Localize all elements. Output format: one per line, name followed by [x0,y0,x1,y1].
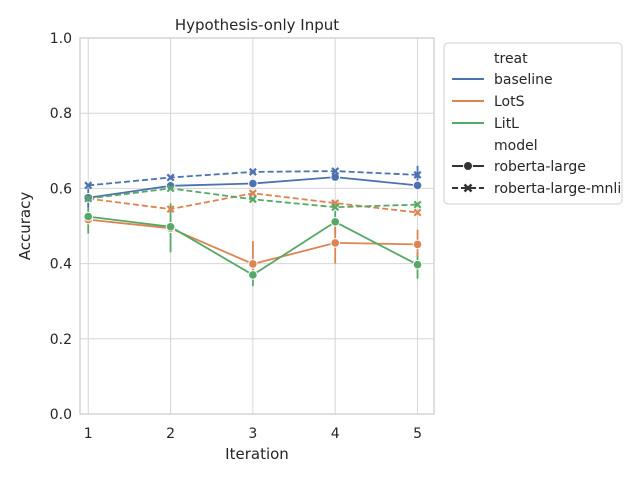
plot-frame [79,37,435,415]
legend-x-marker [463,183,473,193]
x-tick-label: 1 [84,426,93,442]
point-baseline-roberta-large-mnli [413,170,422,179]
point-baseline-roberta-large [248,178,258,189]
point-baseline-roberta-large [165,180,176,191]
y-tick-labels: 0.0 0.2 0.4 0.6 0.8 1.0 [50,31,72,423]
legend-roberta-large-mnli-label: roberta-large-mnli [494,181,621,197]
series-markers [83,167,423,280]
point-litl-roberta-large-mnli [248,195,257,204]
point-lots-roberta-large-mnli [166,205,175,214]
x-axis-label: Iteration [225,445,289,463]
point-litl-roberta-large [83,211,94,222]
point-baseline-roberta-large [412,180,423,191]
y-tick-label: 1.0 [50,31,72,47]
y-tick-label: 0.0 [50,407,72,423]
legend-circle-marker [463,161,473,171]
legend-baseline-label: baseline [494,72,553,88]
legend-style-title: model [494,138,538,154]
point-baseline-roberta-large [330,172,341,182]
point-litl-roberta-large-mnli [84,194,93,203]
point-lots-roberta-large [412,239,423,250]
y-tick-label: 0.2 [50,332,72,348]
point-litl-roberta-large-mnli [166,184,175,193]
point-lots-roberta-large [248,259,258,269]
legend-lots-label: LotS [494,94,525,110]
point-lots-roberta-large-mnli [248,189,257,198]
legend-hue-title: treat [494,51,528,67]
x-tick-label: 2 [166,426,175,442]
y-axis-label: Accuracy [16,192,34,261]
point-baseline-roberta-large-mnli [331,167,340,176]
point-lots-roberta-large-mnli [413,208,422,217]
legend-box [443,42,623,205]
point-litl-roberta-large [165,221,176,232]
point-baseline-roberta-large-mnli [166,173,175,182]
x-tick-label: 5 [413,426,422,442]
x-tick-labels: 1 2 3 4 5 [84,426,422,442]
legend-roberta-large-label: roberta-large [494,159,586,175]
point-litl-roberta-large-mnli [413,200,422,209]
point-litl-roberta-large-mnli [331,203,340,212]
y-tick-label: 0.4 [50,257,72,273]
point-baseline-roberta-large-mnli [84,181,93,190]
point-lots-roberta-large [330,238,341,248]
point-litl-roberta-large [248,270,258,280]
point-litl-roberta-large [330,217,341,227]
legend: treat baseline LotS LitL model roberta-l… [443,42,623,205]
x-tick-label: 3 [248,426,257,442]
chart-title: Hypothesis-only Input [175,16,339,34]
y-tick-label: 0.8 [50,106,72,122]
legend-litl-label: LitL [494,116,519,132]
point-baseline-roberta-large-mnli [248,167,257,176]
y-tick-label: 0.6 [50,181,72,197]
x-tick-label: 4 [331,426,340,442]
point-litl-roberta-large [412,259,423,270]
